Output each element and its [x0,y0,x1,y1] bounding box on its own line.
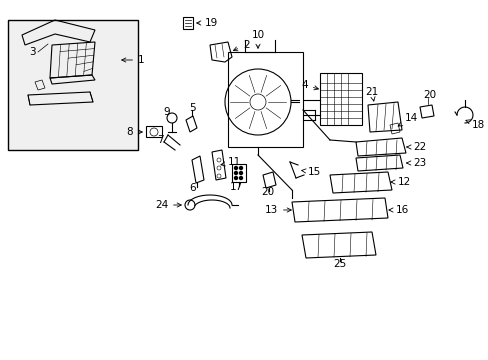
Bar [146,126,162,137]
Text: 19: 19 [196,18,218,28]
Bar [183,17,193,29]
Text: 12: 12 [390,177,410,187]
Text: 14: 14 [397,113,417,126]
Text: 24: 24 [154,200,181,210]
Circle shape [234,176,237,180]
Text: 11: 11 [221,157,241,167]
Circle shape [239,171,242,175]
Bar [231,164,245,182]
Text: 7: 7 [156,135,163,145]
Text: 1: 1 [122,55,144,65]
Text: 23: 23 [406,158,426,168]
Text: 16: 16 [388,205,408,215]
Text: 6: 6 [189,183,196,193]
Text: 20: 20 [261,187,274,197]
Bar [227,52,303,147]
Text: 25: 25 [333,259,346,269]
Circle shape [234,171,237,175]
Text: 3: 3 [29,47,35,57]
Text: 17: 17 [229,182,242,192]
Circle shape [239,176,242,180]
Text: 20: 20 [423,90,436,100]
Text: 9: 9 [163,107,170,117]
Circle shape [234,166,237,170]
Text: 22: 22 [406,142,426,152]
Text: 4: 4 [301,80,318,90]
Bar [8,20,138,150]
Text: 18: 18 [465,120,484,130]
Text: 21: 21 [365,87,378,101]
Text: 8: 8 [126,127,142,137]
Text: 2: 2 [233,40,249,51]
Text: 13: 13 [264,205,291,215]
Text: 10: 10 [251,30,264,48]
Circle shape [239,166,242,170]
Text: 15: 15 [301,167,321,177]
Bar [319,73,361,125]
Text: 5: 5 [189,103,196,113]
